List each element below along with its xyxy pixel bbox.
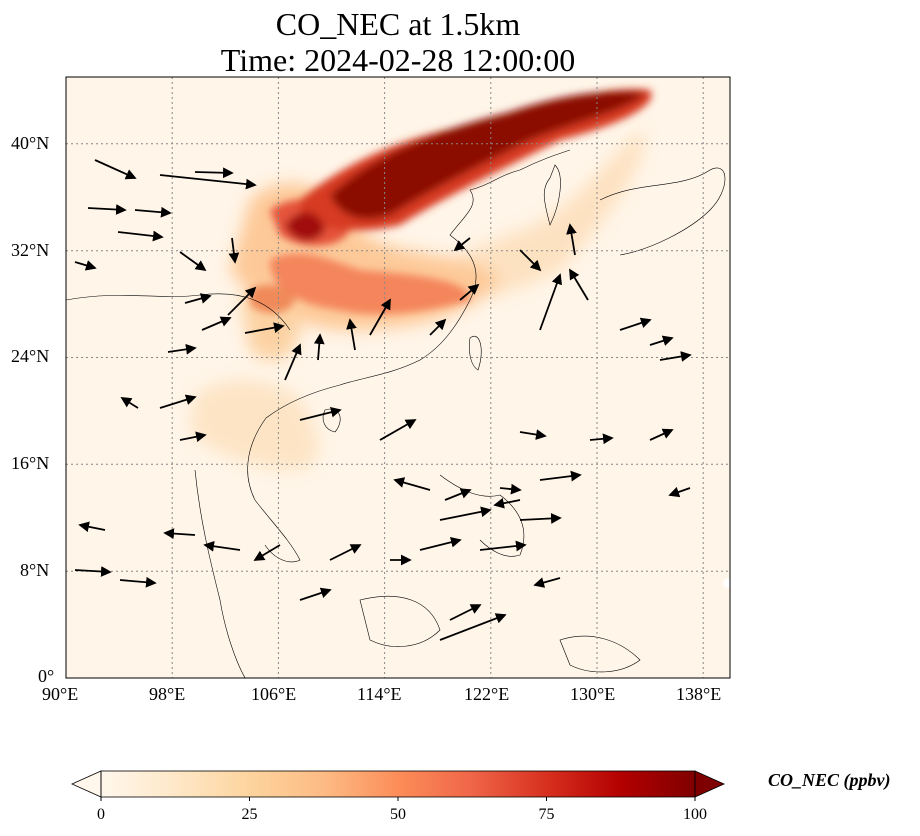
- lat-tick-label: 16°N: [11, 453, 50, 473]
- lat-tick-label: 0°: [38, 666, 55, 686]
- lon-tick-label: 98°E: [149, 684, 186, 704]
- colorbar-tick-marks: [100, 797, 696, 801]
- colorbar-gradient: [101, 771, 695, 797]
- colorbar-tick-label: 0: [97, 806, 105, 823]
- colorbar-tick-label: 25: [241, 806, 258, 823]
- lon-tick-label: 114°E: [357, 684, 402, 704]
- colorbar-label: CO_NEC (ppbv): [768, 770, 891, 790]
- colorbar-tick-label: 50: [390, 806, 406, 823]
- colorbar-extend-low: [71, 770, 102, 798]
- co-concentration-field: [190, 89, 652, 470]
- map-title: CO_NEC at 1.5km: [275, 6, 521, 42]
- lon-tick-label: 106°E: [251, 684, 297, 704]
- colorbar-extend-high: [694, 770, 725, 798]
- map-frame: [65, 76, 731, 679]
- lon-tick-label: 138°E: [676, 684, 722, 704]
- coastlines: [66, 149, 726, 678]
- colorbar-tick-label: 100: [683, 806, 707, 823]
- wind-vectors: [74, 159, 692, 641]
- lat-tick-label: 8°N: [20, 560, 50, 580]
- lon-tick-label: 130°E: [570, 684, 616, 704]
- lon-tick-label: 122°E: [464, 684, 510, 704]
- map-time-subtitle: Time: 2024-02-28 12:00:00: [220, 42, 576, 78]
- colorbar-tick-label: 75: [538, 806, 555, 823]
- lat-tick-label: 32°N: [11, 240, 50, 260]
- map-panel: [66, 77, 730, 678]
- lon-tick-label: 90°E: [42, 684, 79, 704]
- lat-tick-label: 24°N: [11, 346, 50, 366]
- colorbar: [71, 770, 725, 801]
- lat-tick-label: 40°N: [11, 133, 50, 153]
